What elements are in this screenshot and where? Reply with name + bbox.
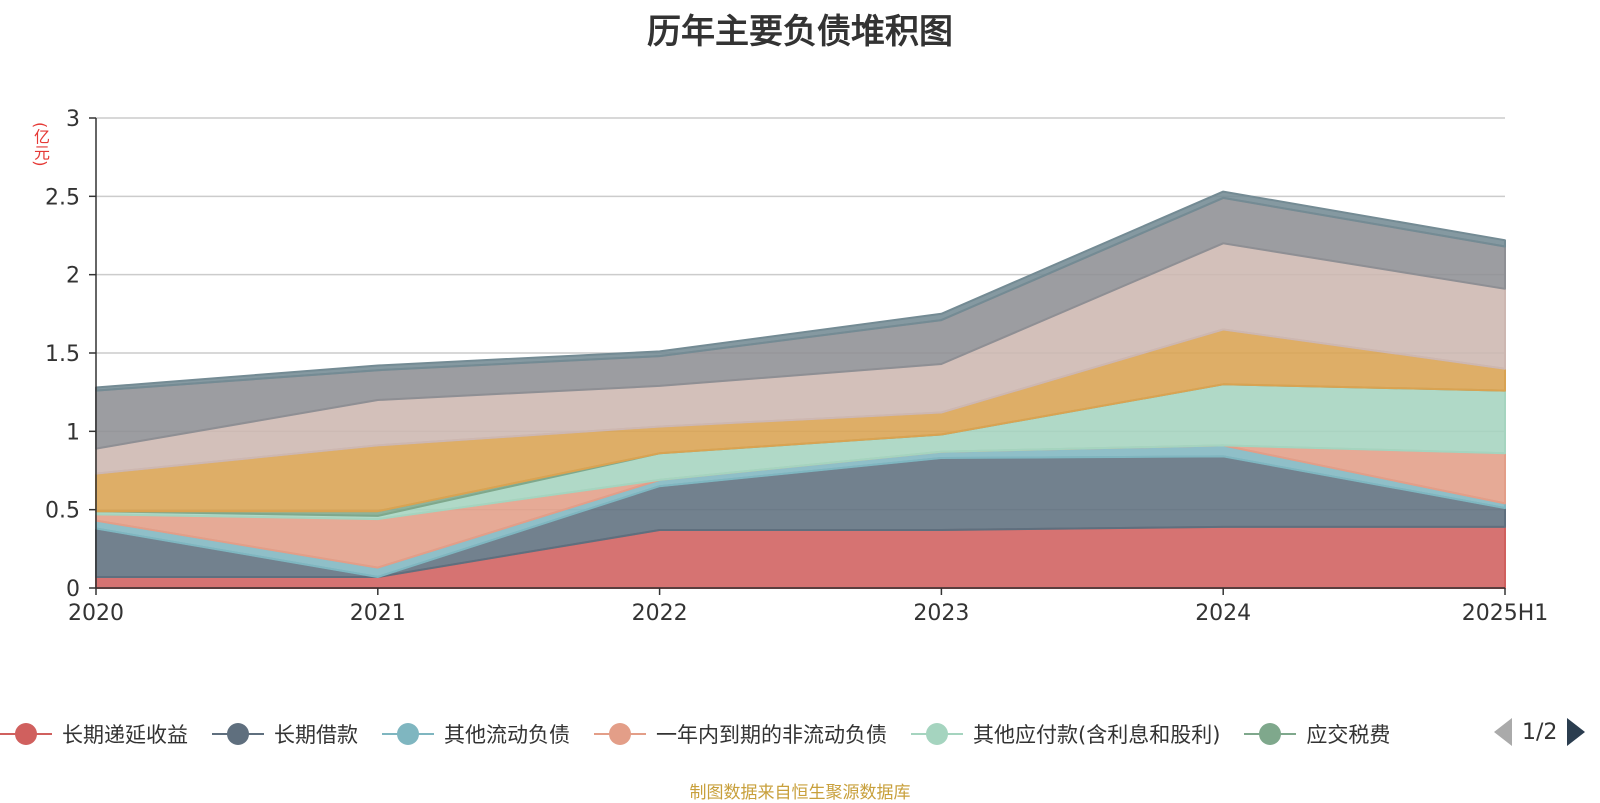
legend-marker-icon bbox=[382, 722, 434, 746]
legend-next-page-icon[interactable] bbox=[1567, 718, 1586, 746]
legend-item[interactable]: 其他应付款(含利息和股利) bbox=[911, 719, 1220, 749]
x-tick-label: 2023 bbox=[913, 601, 969, 626]
legend-label: 应交税费 bbox=[1306, 723, 1391, 747]
stacked-area-chart: 0 0.5 1 1.5 2 2.5 3 2020 2021 2022 2023 2024 2025H1 bbox=[45, 107, 1548, 626]
legend-prev-page-icon[interactable] bbox=[1494, 718, 1512, 746]
legend-marker-dot bbox=[227, 723, 249, 745]
legend-page-indicator: 1/2 bbox=[1522, 719, 1558, 745]
legend-item[interactable]: 其他流动负债 bbox=[382, 719, 570, 749]
y-tick-label: 0 bbox=[66, 577, 80, 602]
y-tick-label: 3 bbox=[66, 107, 80, 132]
legend-marker-dot bbox=[926, 723, 948, 745]
chart-title: 历年主要负债堆积图 bbox=[647, 12, 953, 52]
x-tick-label: 2025H1 bbox=[1462, 601, 1549, 626]
y-tick-label: 0.5 bbox=[45, 499, 80, 524]
area-series-group bbox=[95, 190, 1506, 589]
legend-item[interactable]: 应交税费 bbox=[1244, 719, 1390, 749]
legend-item[interactable]: 一年内到期的非流动负债 bbox=[594, 719, 887, 749]
x-tick-label: 2021 bbox=[350, 601, 406, 626]
legend-label: 其他流动负债 bbox=[444, 723, 570, 747]
legend-marker-dot bbox=[609, 723, 631, 745]
area-series-10 bbox=[95, 190, 1506, 392]
legend-marker-icon bbox=[1244, 722, 1297, 746]
y-tick-label: 2 bbox=[66, 264, 80, 289]
legend-label: 一年内到期的非流动负债 bbox=[656, 723, 887, 747]
x-tick-label: 2024 bbox=[1195, 601, 1251, 626]
legend-label: 长期借款 bbox=[274, 723, 358, 747]
legend-marker-dot bbox=[397, 723, 419, 745]
y-tick-label: 2.5 bbox=[45, 185, 80, 210]
source-note: 制图数据来自恒生聚源数据库 bbox=[689, 783, 911, 803]
legend-marker-icon bbox=[212, 722, 264, 746]
legend: 长期递延收益 长期借款 其他流动负债 一年内到期的非流动负债 其他应付款(含利息和股利)… bbox=[0, 716, 1490, 752]
legend-marker-dot bbox=[15, 723, 37, 745]
y-tick-label: 1 bbox=[66, 420, 80, 445]
x-tick-label: 2020 bbox=[68, 601, 124, 626]
x-tick-label: 2022 bbox=[632, 601, 688, 626]
legend-label: 其他应付款(含利息和股利) bbox=[973, 723, 1221, 747]
legend-item[interactable]: 长期递延收益 bbox=[0, 719, 188, 749]
legend-marker-icon bbox=[594, 722, 646, 746]
y-axis-unit-label: (亿元) bbox=[31, 122, 50, 167]
legend-marker-icon bbox=[911, 722, 963, 746]
y-tick-label: 1.5 bbox=[45, 342, 80, 367]
legend-marker-dot bbox=[1259, 723, 1282, 745]
legend-item[interactable]: 长期借款 bbox=[212, 719, 358, 749]
axes: 0 0.5 1 1.5 2 2.5 3 2020 2021 2022 2023 2024 2025H1 bbox=[45, 107, 1548, 626]
legend-marker-icon bbox=[0, 722, 52, 746]
legend-pager: 1/2 bbox=[1492, 712, 1600, 752]
legend-label: 长期递延收益 bbox=[62, 723, 188, 747]
